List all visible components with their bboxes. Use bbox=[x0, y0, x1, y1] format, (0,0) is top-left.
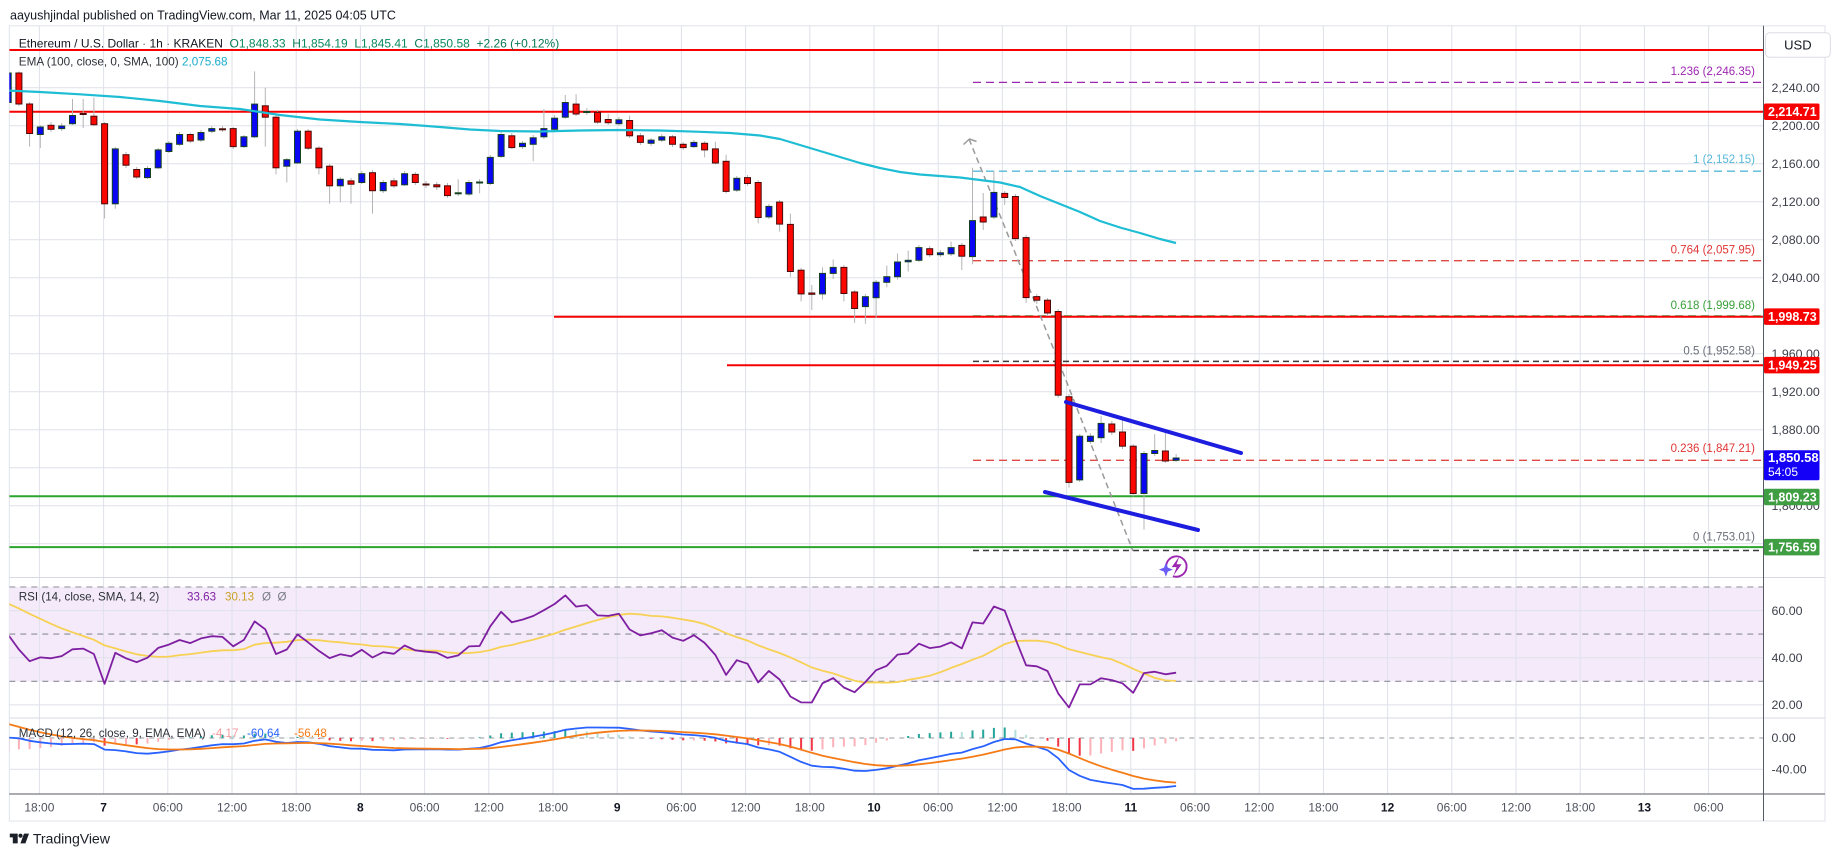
svg-text:0.00: 0.00 bbox=[1772, 731, 1796, 745]
svg-text:0.618 (1,999.68): 0.618 (1,999.68) bbox=[1671, 300, 1756, 312]
svg-text:1.236 (2,246.35): 1.236 (2,246.35) bbox=[1671, 66, 1756, 78]
svg-text:2,200.00: 2,200.00 bbox=[1772, 119, 1820, 133]
svg-text:12:00: 12:00 bbox=[987, 801, 1017, 815]
svg-text:11: 11 bbox=[1124, 801, 1137, 815]
svg-text:20.00: 20.00 bbox=[1772, 698, 1803, 712]
svg-text:33.63: 33.63 bbox=[187, 590, 216, 603]
svg-text:1,920.00: 1,920.00 bbox=[1772, 385, 1820, 399]
svg-text:1,756.59: 1,756.59 bbox=[1768, 540, 1817, 554]
svg-text:06:00: 06:00 bbox=[153, 801, 183, 815]
svg-text:18:00: 18:00 bbox=[538, 801, 568, 815]
svg-text:MACD (12, 26, close, 9, EMA, E: MACD (12, 26, close, 9, EMA, EMA) bbox=[19, 727, 206, 740]
svg-text:06:00: 06:00 bbox=[1694, 801, 1724, 815]
svg-text:2,160.00: 2,160.00 bbox=[1772, 157, 1820, 171]
svg-text:2,240.00: 2,240.00 bbox=[1772, 81, 1820, 95]
svg-text:10: 10 bbox=[867, 801, 881, 815]
svg-text:1,998.73: 1,998.73 bbox=[1768, 310, 1817, 324]
svg-text:1,809.23: 1,809.23 bbox=[1768, 490, 1817, 504]
svg-text:0 (1,753.01): 0 (1,753.01) bbox=[1693, 531, 1755, 543]
svg-text:1 (2,152.15): 1 (2,152.15) bbox=[1693, 154, 1755, 166]
svg-text:Ethereum / U.S. Dollar · 1h ·: Ethereum / U.S. Dollar · 1h · KRAKEN O1,… bbox=[19, 37, 559, 51]
svg-text:12:00: 12:00 bbox=[474, 801, 504, 815]
svg-text:1,880.00: 1,880.00 bbox=[1772, 423, 1820, 437]
svg-text:12:00: 12:00 bbox=[1501, 801, 1531, 815]
svg-text:-4.17: -4.17 bbox=[212, 727, 238, 740]
svg-text:18:00: 18:00 bbox=[1052, 801, 1082, 815]
svg-text:2,040.00: 2,040.00 bbox=[1772, 271, 1820, 285]
svg-text:EMA (100, close, 0, SMA, 100): EMA (100, close, 0, SMA, 100) bbox=[19, 56, 179, 69]
svg-text:06:00: 06:00 bbox=[410, 801, 440, 815]
svg-text:12:00: 12:00 bbox=[1244, 801, 1274, 815]
svg-text:aayushjindal published on Trad: aayushjindal published on TradingView.co… bbox=[10, 9, 396, 23]
svg-text:2,120.00: 2,120.00 bbox=[1772, 195, 1820, 209]
svg-text:Ø Ø: Ø Ø bbox=[262, 590, 286, 603]
svg-text:18:00: 18:00 bbox=[24, 801, 54, 815]
svg-text:USD: USD bbox=[1784, 37, 1811, 52]
svg-text:18:00: 18:00 bbox=[281, 801, 311, 815]
svg-text:TradingView: TradingView bbox=[33, 831, 111, 847]
svg-text:06:00: 06:00 bbox=[1180, 801, 1210, 815]
svg-text:18:00: 18:00 bbox=[1565, 801, 1595, 815]
svg-text:40.00: 40.00 bbox=[1772, 651, 1803, 665]
svg-text:2,080.00: 2,080.00 bbox=[1772, 233, 1820, 247]
svg-text:18:00: 18:00 bbox=[795, 801, 825, 815]
svg-text:0.5 (1,952.58): 0.5 (1,952.58) bbox=[1683, 346, 1755, 358]
svg-text:13: 13 bbox=[1638, 801, 1652, 815]
svg-text:9: 9 bbox=[614, 801, 621, 815]
svg-text:12:00: 12:00 bbox=[217, 801, 247, 815]
svg-text:1,850.58: 1,850.58 bbox=[1768, 450, 1819, 465]
svg-text:2,214.71: 2,214.71 bbox=[1768, 105, 1817, 119]
svg-text:-60.64: -60.64 bbox=[247, 727, 280, 740]
svg-text:0.764 (2,057.95): 0.764 (2,057.95) bbox=[1671, 245, 1756, 257]
svg-text:06:00: 06:00 bbox=[666, 801, 696, 815]
svg-text:60.00: 60.00 bbox=[1772, 604, 1803, 618]
svg-text:-40.00: -40.00 bbox=[1772, 763, 1807, 777]
svg-text:0.236 (1,847.21): 0.236 (1,847.21) bbox=[1671, 443, 1756, 455]
svg-text:06:00: 06:00 bbox=[1437, 801, 1467, 815]
svg-text:18:00: 18:00 bbox=[1308, 801, 1338, 815]
svg-text:7: 7 bbox=[100, 801, 107, 815]
svg-text:8: 8 bbox=[357, 801, 364, 815]
svg-text:2,075.68: 2,075.68 bbox=[182, 56, 228, 69]
svg-text:12:00: 12:00 bbox=[731, 801, 761, 815]
svg-text:-56.48: -56.48 bbox=[294, 727, 327, 740]
svg-text:12: 12 bbox=[1381, 801, 1395, 815]
svg-text:RSI (14, close, SMA, 14, 2): RSI (14, close, SMA, 14, 2) bbox=[19, 590, 160, 603]
svg-text:54:05: 54:05 bbox=[1768, 465, 1798, 479]
svg-text:06:00: 06:00 bbox=[923, 801, 953, 815]
svg-text:1,949.25: 1,949.25 bbox=[1768, 359, 1817, 373]
svg-text:30.13: 30.13 bbox=[225, 590, 254, 603]
